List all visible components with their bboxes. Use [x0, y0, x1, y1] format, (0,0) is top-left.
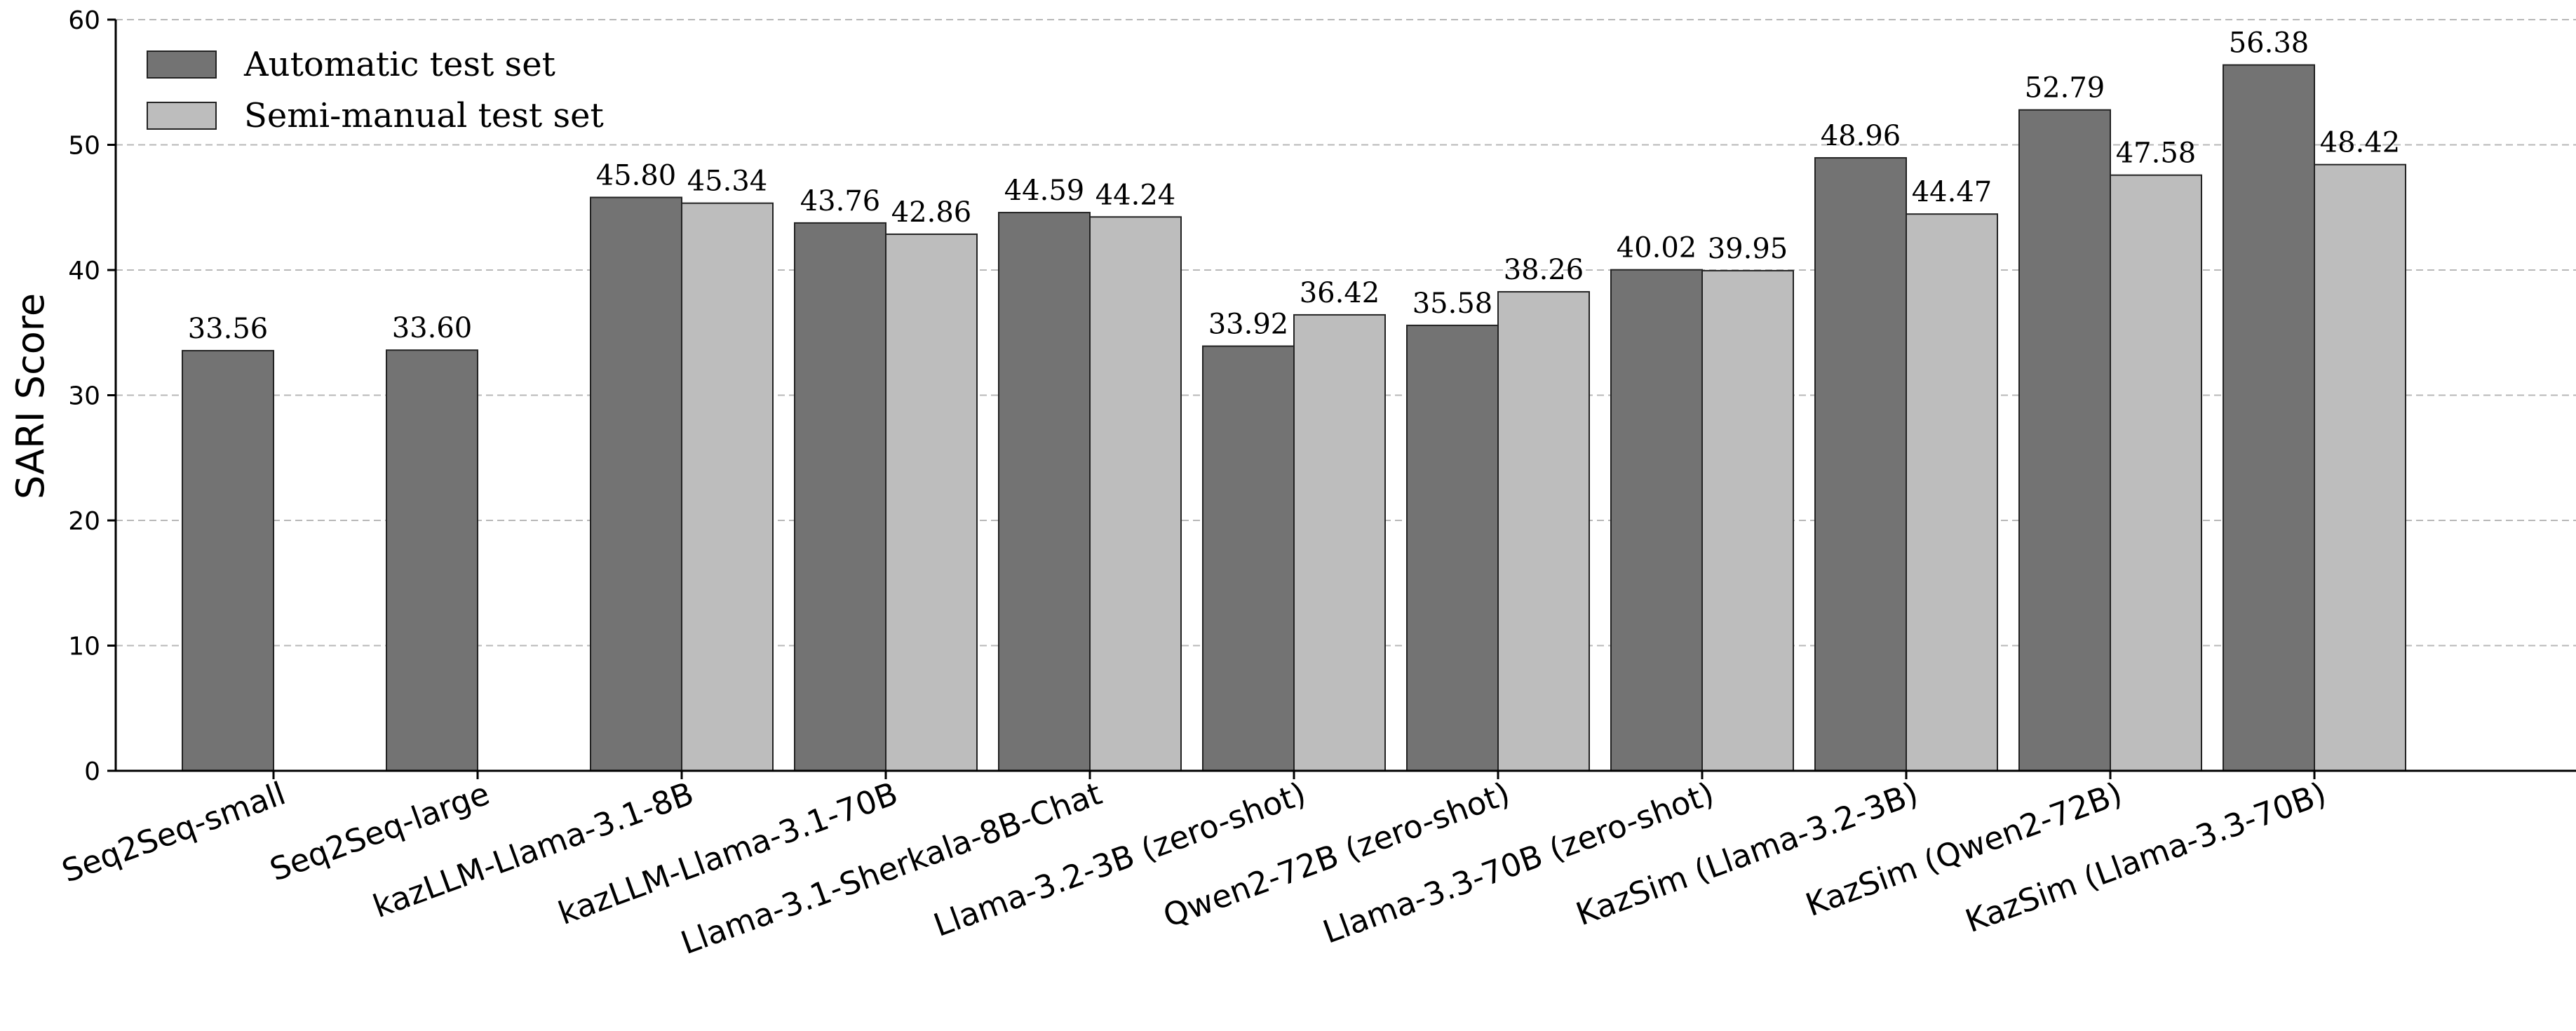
x-tick-label: Llama-3.3-70B (zero-shot) — [1318, 775, 1718, 951]
value-label-automatic: 43.76 — [800, 185, 881, 217]
bar-automatic — [1406, 324, 1499, 772]
bar-semi-manual — [1701, 269, 1794, 771]
bar-automatic — [182, 349, 274, 772]
value-label-automatic: 45.80 — [596, 159, 677, 191]
bar-automatic — [794, 222, 886, 772]
bar-automatic — [1610, 269, 1703, 771]
value-label-semi-manual: 44.24 — [1095, 179, 1176, 211]
value-label-automatic: 33.92 — [1208, 309, 1289, 341]
y-tick-label: 30 — [68, 382, 100, 411]
bar-semi-manual — [2110, 174, 2202, 771]
bar-semi-manual — [1497, 291, 1590, 771]
bar-automatic — [1202, 345, 1295, 771]
bars — [182, 64, 2406, 772]
bar-semi-manual — [681, 202, 774, 771]
bar-semi-manual — [1089, 216, 1182, 772]
value-label-semi-manual: 38.26 — [1504, 254, 1584, 286]
bar-semi-manual — [1293, 314, 1386, 771]
y-tick-label: 10 — [68, 633, 100, 661]
x-tick-labels: Seq2Seq-smallSeq2Seq-largekazLLM-Llama-3… — [57, 771, 2331, 962]
bar-automatic — [1814, 157, 1907, 771]
value-labels: 33.56 33.60 45.80 45.34 43.76 42.86 44.59 44.24… — [188, 27, 2401, 345]
legend: Automatic test set Semi-manual test set — [147, 45, 604, 135]
legend-label-semi-manual: Semi-manual test set — [244, 96, 604, 135]
value-label-semi-manual: 39.95 — [1708, 233, 1788, 265]
value-label-automatic: 52.79 — [2025, 72, 2105, 105]
y-tick-label: 0 — [84, 757, 100, 786]
value-label-automatic: 35.58 — [1412, 288, 1493, 320]
value-label-semi-manual: 45.34 — [687, 166, 768, 198]
value-label-semi-manual: 42.86 — [891, 196, 972, 229]
value-label-automatic: 56.38 — [2229, 27, 2309, 60]
x-tick-label: KazSim (Llama-3.2-3B) — [1571, 775, 1922, 934]
value-label-automatic: 33.56 — [188, 313, 269, 345]
value-label-semi-manual: 36.42 — [1300, 277, 1380, 309]
bar-automatic — [386, 349, 478, 771]
bar-automatic — [2223, 64, 2315, 771]
y-tick-label: 60 — [68, 6, 100, 35]
y-tick-label: 50 — [68, 132, 100, 161]
bar-automatic — [998, 212, 1091, 772]
value-label-semi-manual: 44.47 — [1912, 176, 1992, 208]
legend-swatch-semi-manual — [147, 102, 217, 130]
y-ticks: 0 10 20 30 40 50 60 — [68, 6, 116, 786]
bar-automatic — [2018, 109, 2111, 772]
bar-semi-manual — [885, 233, 978, 772]
value-label-semi-manual: 48.42 — [2320, 127, 2401, 159]
bar-semi-manual — [1906, 213, 1998, 771]
x-tick-label: Seq2Seq-small — [57, 775, 290, 890]
value-label-semi-manual: 47.58 — [2116, 137, 2197, 170]
value-label-automatic: 44.59 — [1004, 175, 1085, 207]
x-tick-label: KazSim (Llama-3.3-70B) — [1960, 775, 2331, 941]
value-label-automatic: 40.02 — [1617, 232, 1697, 264]
y-tick-label: 40 — [68, 257, 100, 285]
bar-semi-manual — [2314, 163, 2406, 771]
bar-automatic — [590, 196, 682, 772]
value-label-automatic: 48.96 — [1821, 120, 1901, 152]
legend-swatch-automatic — [147, 50, 217, 79]
y-axis-label: SARI Score — [8, 293, 53, 499]
x-tick-label: Llama-3.2-3B (zero-shot) — [929, 775, 1310, 944]
value-label-automatic: 33.60 — [392, 312, 473, 344]
legend-label-automatic: Automatic test set — [243, 45, 555, 84]
y-tick-label: 20 — [68, 507, 100, 536]
